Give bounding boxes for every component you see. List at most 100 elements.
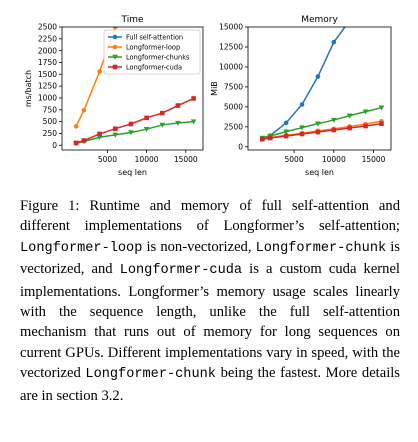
data-point-full-self-attention [331,39,337,45]
series-line-longformer-chunks [75,120,194,145]
data-point-longformer-chunks [112,132,119,138]
legend-marker-longformer-chunks [112,54,118,60]
data-point-longformer-cuda [73,140,79,146]
figure-label: Figure 1: [20,198,80,214]
data-point-longformer-cuda [315,129,321,135]
caption-text: being the fastest. More details are in s… [20,365,400,404]
data-point-longformer-cuda [363,123,368,129]
data-point-longformer-chunks [159,122,166,128]
x-axis-label: seq len [305,168,334,177]
data-point-longformer-chunks [299,125,305,131]
code-longformer-chunk: Longformer-chunk [85,367,216,383]
chart-title: Time [120,15,143,25]
data-point-full-self-attention [283,120,289,126]
y-tick-label: 0 [52,141,57,150]
plot-area [259,18,385,142]
data-point-longformer-cuda [175,103,181,108]
chart-title: Memory [301,15,338,25]
data-point-longformer-cuda [283,133,289,139]
x-tick-label: 15000 [362,155,386,164]
legend-marker-longformer-loop [112,44,118,50]
data-point-longformer-cuda [260,136,265,142]
series-line-full-self-attention [262,27,346,139]
data-point-longformer-cuda [128,121,134,127]
data-point-longformer-chunks [283,129,289,135]
y-tick-label: 500 [43,117,58,126]
series-line-longformer-chunks [262,106,382,139]
caption-text: is a custom cuda kernel implementations.… [20,261,400,382]
data-point-longformer-cuda [379,121,384,126]
data-point-longformer-chunks [378,105,385,111]
code-longformer-loop: Longformer-loop [20,240,143,256]
data-point-longformer-chunks [190,119,197,125]
y-tick-label: 15000 [219,23,243,32]
y-tick-label: 1250 [38,82,57,91]
y-tick-label: 250 [43,129,58,138]
y-tick-label: 5000 [224,102,243,111]
y-axis-label: MiB [210,81,219,96]
memory-chart: Memory seq len MiB 5000 10000 15000 0 2500 5000 7… [210,15,392,177]
code-longformer-chunk: Longformer-chunk [255,240,387,256]
data-point-longformer-cuda [267,135,273,141]
legend-marker-full-self-attention [112,34,118,40]
data-point-longformer-cuda [144,115,149,121]
legend-label: Full self-attention [126,33,183,41]
y-tick-label: 2000 [38,46,57,55]
data-point-longformer-chunks [143,126,150,132]
x-tick-label: 15000 [174,155,198,164]
y-tick-label: 2250 [38,34,57,43]
data-point-longformer-cuda [331,127,337,133]
caption-text: is vectorized, and [20,238,400,278]
figure-caption: Figure 1: Runtime and memory of full sel… [20,196,400,406]
legend-box [103,29,201,75]
y-tick-label: 0 [238,142,243,151]
plot-frame [61,26,204,151]
x-tick-label: 5000 [98,155,117,164]
y-tick-label: 12500 [219,43,243,52]
data-point-longformer-cuda [97,131,102,137]
data-point-longformer-cuda [112,126,118,132]
data-point-longformer-chunks [128,130,134,136]
data-point-longformer-chunks [331,117,337,123]
code-longformer-cuda: Longformer-cuda [119,263,243,279]
data-point-longformer-cuda [299,131,305,137]
legend-marker-longformer-cuda [112,64,118,70]
data-point-longformer-chunks [346,113,353,119]
x-tick-label: 10000 [135,155,159,164]
x-axis-label: seq len [118,168,147,177]
data-point-full-self-attention [299,102,305,107]
legend-label: Longformer-loop [126,43,180,51]
data-point-longformer-cuda [191,96,196,101]
data-point-longformer-loop [73,124,79,129]
y-tick-label: 750 [43,105,58,114]
y-tick-label: 10000 [219,63,243,72]
y-tick-label: 7500 [224,83,243,92]
data-point-longformer-loop [112,27,118,30]
data-point-longformer-chunks [315,121,321,127]
x-tick-label: 5000 [285,155,304,164]
data-point-longformer-loop [81,107,87,113]
legend-label: Longformer-cuda [126,63,182,71]
x-tick-label: 10000 [322,155,346,164]
data-point-full-self-attention [347,18,352,23]
y-tick-label: 2500 [224,122,243,131]
data-point-longformer-cuda [347,125,352,131]
y-tick-label: 2500 [38,23,57,32]
data-point-full-self-attention [315,74,321,79]
legend-label: Longformer-chunks [126,53,190,61]
legend: Full self-attention Longformer-loop Longfo… [103,29,201,75]
time-chart: Time seq len ms/batch 5000 10000 15000 0 250 500… [24,15,204,177]
y-tick-label: 1500 [38,70,57,79]
data-point-longformer-chunks [362,109,369,115]
data-point-longformer-cuda [81,138,87,143]
y-tick-label: 1000 [38,94,57,103]
data-point-longformer-loop [97,69,102,74]
data-point-longformer-chunks [175,120,181,126]
plot-frame [247,26,392,151]
data-point-longformer-cuda [159,110,165,116]
data-point-longformer-chunks [96,135,103,141]
caption-text: Runtime and memory of full self-attentio… [20,198,400,235]
caption-text: is non-vectorized, [142,238,256,255]
y-tick-label: 1750 [38,58,57,67]
